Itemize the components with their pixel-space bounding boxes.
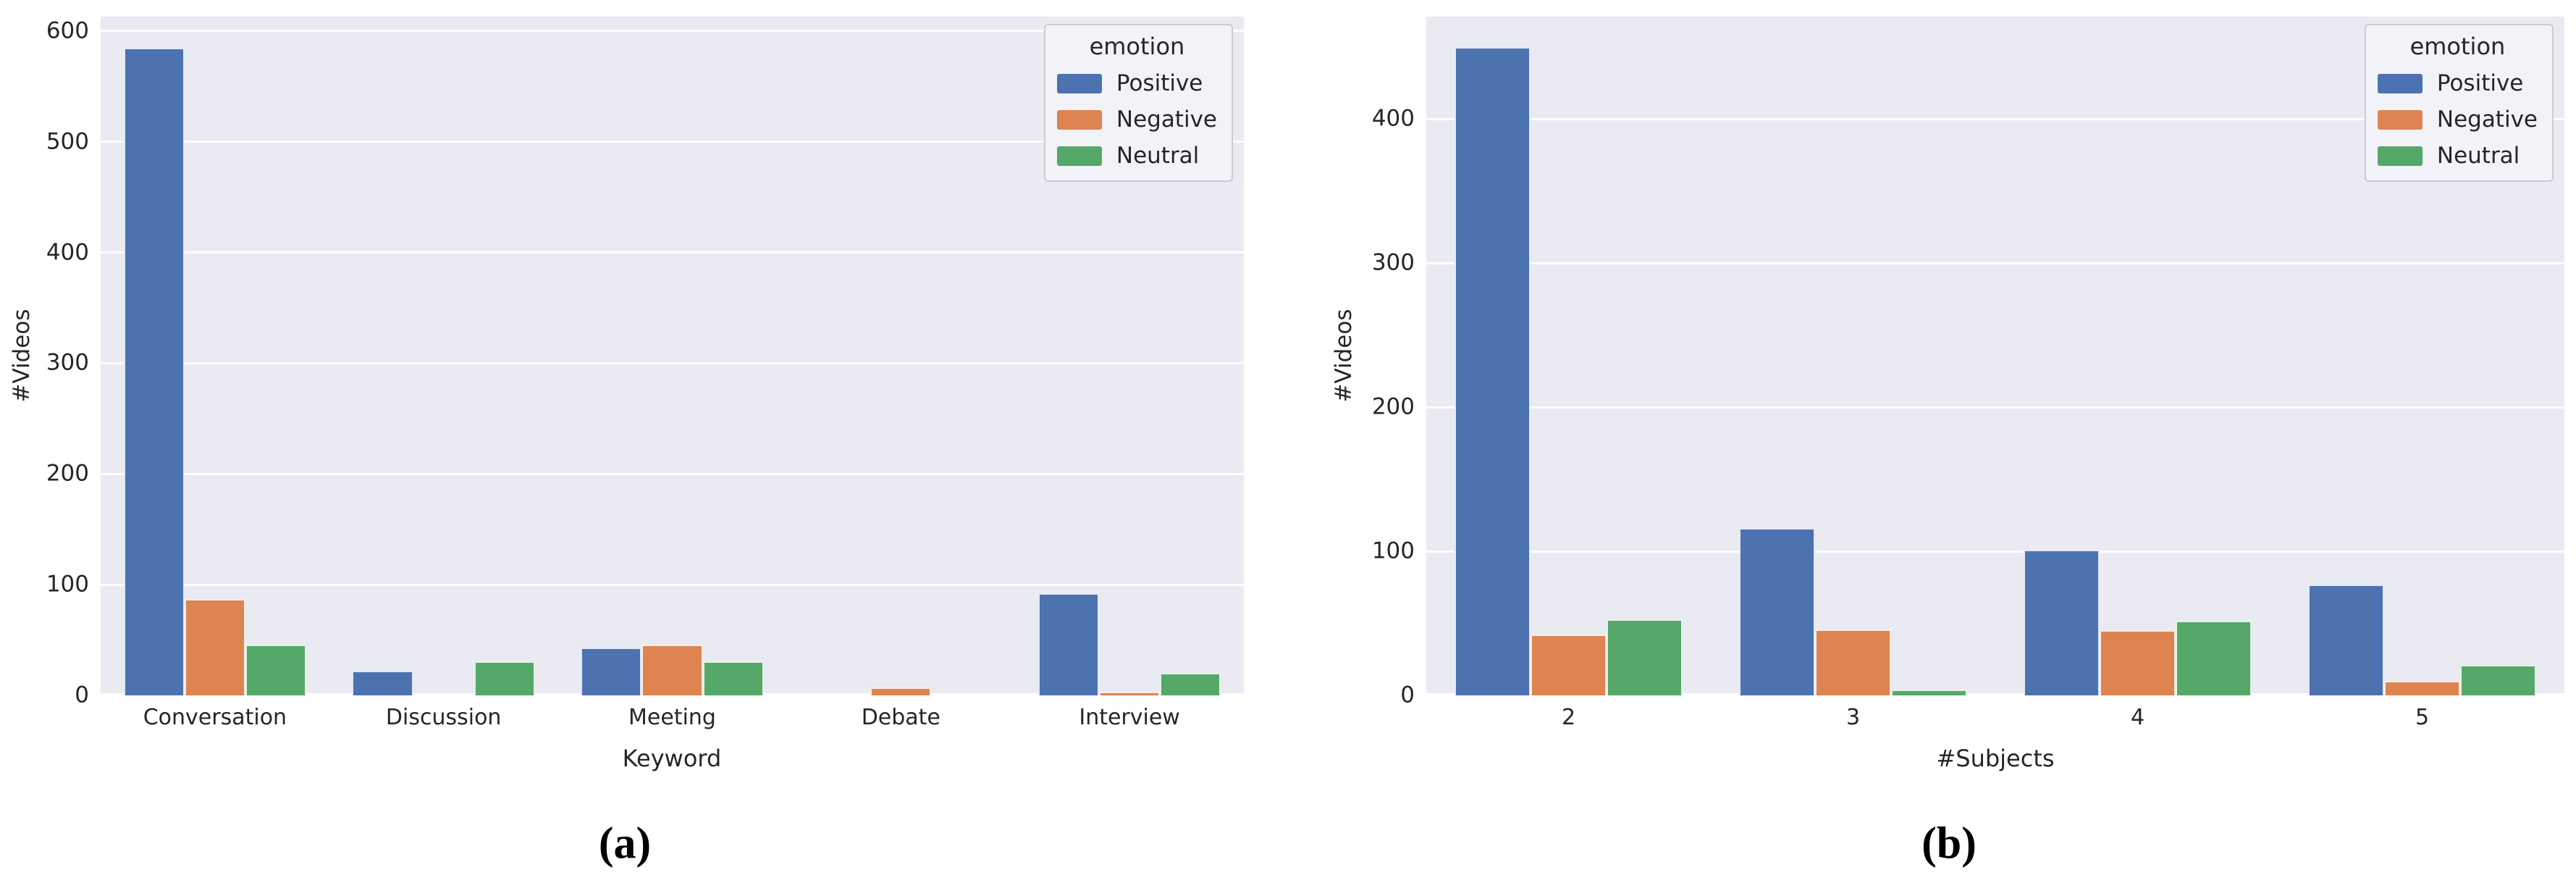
y-tick-label: 400 [46,239,89,266]
legend: emotion Positive Negative Neutral [1043,24,1233,182]
y-tick-label: 0 [75,682,89,708]
legend-entry-label: Positive [2436,70,2524,96]
bar-Discussion-Positive [352,671,413,695]
legend-title: emotion [2409,33,2506,60]
y-tick-label: 200 [1371,393,1415,420]
bar-5-Positive [2308,584,2385,695]
gridline-y400 [101,251,1244,254]
bar-5-Neutral [2459,665,2536,695]
bar-2-Positive [1455,46,1531,695]
gridline-y0 [1426,693,2564,695]
plot-area-b: emotion Positive Negative Neutral 0 100 200 3… [1372,17,2564,729]
legend: emotion Positive Negative Neutral [2364,24,2554,182]
legend-entries: Positive Negative Neutral [2377,70,2538,169]
legend-title: emotion [1089,33,1185,60]
y-axis-label: #Videos [9,309,35,403]
x-tick-label: 3 [1845,705,1861,730]
gridline-y400 [1426,117,2564,120]
legend-entries: Positive Negative Neutral [1056,70,1217,169]
legend-entry-label: Neutral [1116,143,1200,169]
bar-Conversation-Negative [184,599,245,695]
bar-Interview-Neutral [1160,673,1221,695]
gridline-y200 [101,472,1244,475]
y-tick-label: 300 [46,349,89,376]
y-tick-label: 100 [46,571,89,598]
bar-2-Negative [1531,635,1607,695]
bar-Conversation-Positive [123,47,185,695]
negative-swatch [1056,109,1102,130]
y-tick-label: 300 [1371,249,1415,276]
bar-Meeting-Positive [581,648,642,695]
gridline-y500 [101,141,1244,143]
x-tick-label: 4 [2130,705,2145,730]
negative-swatch [2377,109,2423,130]
subfigure-caption-b: (b) [1922,819,1977,869]
bar-3-Neutral [1890,690,1967,695]
bar-Meeting-Negative [641,644,703,695]
x-tick-label: 2 [1561,705,1576,730]
bar-Interview-Negative [1098,692,1161,695]
gridline-y100 [101,583,1244,586]
subfigure-caption-a: (a) [598,819,652,869]
bar-4-Neutral [2175,620,2252,695]
gridline-y300 [101,361,1244,364]
positive-swatch [2377,73,2423,93]
legend-entry-label: Negative [1116,106,1217,133]
bar-4-Positive [2024,550,2100,695]
positive-swatch [1056,73,1102,93]
bar-Debate-Negative [870,687,932,695]
y-tick-label: 100 [1371,537,1415,564]
y-tick-label: 400 [1371,105,1415,132]
x-tick-label: Interview [1079,705,1180,730]
legend-entry-positive: Positive [1056,70,1217,96]
bar-Interview-Positive [1037,593,1099,695]
legend-entry-neutral: Neutral [2377,143,2538,169]
bar-Conversation-Neutral [245,644,307,695]
legend-entry-label: Negative [2436,106,2538,133]
legend-entry-negative: Negative [1056,106,1217,133]
bar-3-Negative [1815,629,1891,695]
y-axis-label: #Videos [1331,309,1357,403]
x-tick-label: Conversation [143,705,287,730]
neutral-swatch [2377,146,2423,166]
y-tick-label: 500 [46,128,89,155]
x-tick-label: 5 [2415,705,2430,730]
x-axis-label: Keyword [622,745,722,772]
legend-entry-label: Positive [1116,70,1203,96]
x-tick-label: Meeting [628,705,716,730]
legend-entry-neutral: Neutral [1056,143,1217,169]
bar-Meeting-Neutral [702,661,764,695]
y-tick-label: 0 [1400,682,1415,708]
gridline-y200 [1426,406,2564,409]
legend-entry-negative: Negative [2377,106,2538,133]
legend-entry-label: Neutral [2436,143,2520,169]
plot-area-a: emotion Positive Negative Neutral 0 100 200 3… [46,17,1244,729]
neutral-swatch [1056,146,1102,166]
bar-4-Negative [2100,630,2176,695]
x-axis-label: #Subjects [1936,745,2055,772]
legend-entry-positive: Positive [2377,70,2538,96]
y-tick-label: 600 [46,17,89,44]
gridline-y600 [101,30,1244,33]
bar-Discussion-Neutral [473,661,535,695]
gridline-y100 [1426,550,2564,553]
bar-5-Negative [2384,681,2460,695]
bar-2-Neutral [1606,619,1683,695]
x-tick-label: Debate [861,705,940,730]
x-tick-label: Discussion [385,705,502,730]
bar-3-Positive [1739,528,1816,695]
gridline-y300 [1426,261,2564,264]
y-tick-label: 200 [46,460,89,487]
